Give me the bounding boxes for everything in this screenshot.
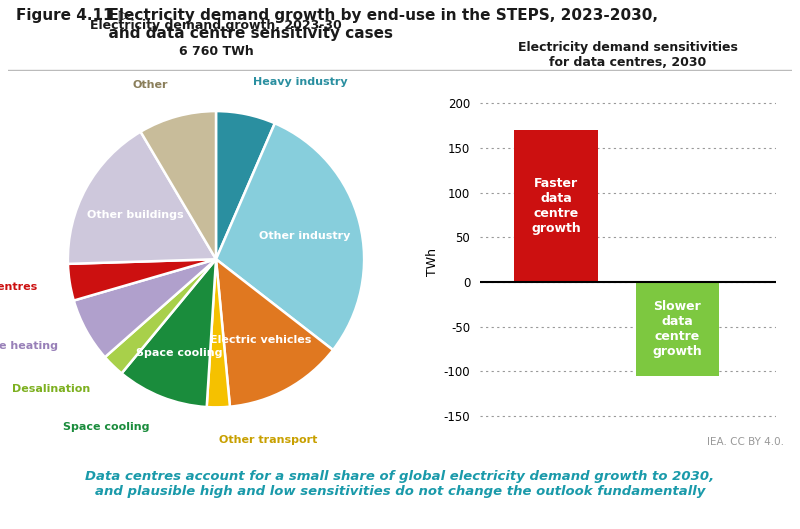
- Wedge shape: [122, 259, 216, 407]
- Text: Space heating: Space heating: [0, 341, 58, 351]
- Bar: [514, 130, 598, 282]
- Text: Other industry: Other industry: [259, 231, 350, 241]
- Text: Electricity demand growth by end-use in the STEPS, 2023-2030,
  and data centre : Electricity demand growth by end-use in …: [98, 8, 658, 41]
- Text: Figure 4.11 ▷: Figure 4.11 ▷: [16, 8, 130, 23]
- Text: Space cooling: Space cooling: [63, 422, 150, 432]
- Y-axis label: TWh: TWh: [426, 248, 439, 276]
- Wedge shape: [216, 111, 275, 259]
- Text: Faster
data
centre
growth: Faster data centre growth: [531, 177, 581, 235]
- Text: Data centres: Data centres: [0, 282, 38, 293]
- Wedge shape: [206, 259, 230, 407]
- Text: Electricity demand growth, 2023-30: Electricity demand growth, 2023-30: [90, 20, 342, 32]
- Text: Heavy industry: Heavy industry: [253, 77, 347, 87]
- Wedge shape: [74, 259, 216, 357]
- Text: Slower
data
centre
growth: Slower data centre growth: [653, 300, 702, 358]
- Text: Other transport: Other transport: [219, 435, 318, 445]
- Wedge shape: [68, 259, 216, 300]
- Bar: [635, 282, 719, 376]
- Text: Other buildings: Other buildings: [87, 210, 184, 220]
- Wedge shape: [105, 259, 216, 373]
- Wedge shape: [216, 259, 333, 407]
- Text: IEA. CC BY 4.0.: IEA. CC BY 4.0.: [707, 437, 784, 447]
- Wedge shape: [216, 123, 364, 350]
- Text: Other: Other: [133, 80, 168, 90]
- Text: Electricity demand sensitivities
for data centres, 2030: Electricity demand sensitivities for dat…: [518, 41, 738, 69]
- Text: Electric vehicles: Electric vehicles: [210, 335, 311, 345]
- Wedge shape: [68, 132, 216, 264]
- Text: Desalination: Desalination: [12, 384, 90, 394]
- Wedge shape: [141, 111, 216, 259]
- Text: Data centres account for a small share of global electricity demand growth to 20: Data centres account for a small share o…: [86, 470, 714, 498]
- Text: Space cooling: Space cooling: [136, 348, 222, 358]
- Text: 6 760 TWh: 6 760 TWh: [178, 45, 254, 58]
